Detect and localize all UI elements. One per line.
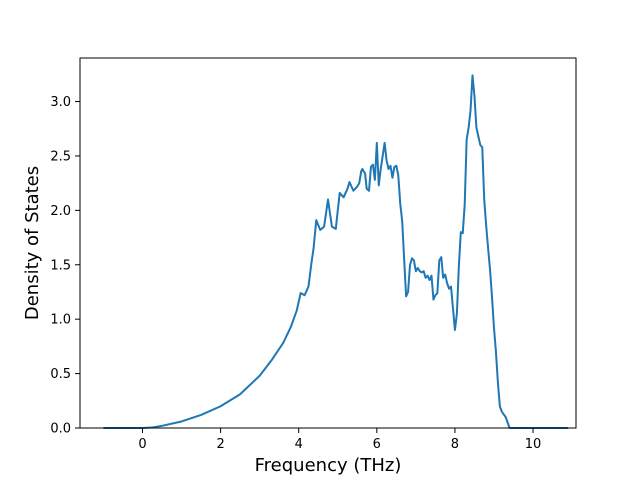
x-tick-label: 2 (216, 437, 224, 452)
y-tick-label: 1.5 (50, 258, 71, 273)
y-tick-label: 3.0 (50, 95, 71, 110)
y-axis-label: Density of States (22, 166, 43, 320)
x-axis-label: Frequency (THz) (255, 455, 402, 476)
y-tick-label: 1.0 (50, 313, 71, 328)
x-tick-label: 6 (373, 437, 381, 452)
x-tick-label: 8 (451, 437, 459, 452)
plot-area (80, 58, 576, 428)
plot-frame (79, 57, 577, 429)
y-tick-label: 2.5 (50, 149, 71, 164)
series-layer (103, 74, 569, 429)
y-axis-ticks: 0.0 0.5 1.0 1.5 2.0 2.5 3.0 (50, 95, 80, 437)
y-tick-label: 0.5 (50, 367, 71, 382)
y-tick-label: 2.0 (50, 204, 71, 219)
y-tick-label: 0.0 (50, 422, 71, 437)
x-tick-label: 0 (138, 437, 146, 452)
x-tick-label: 4 (295, 437, 303, 452)
x-tick-label: 10 (525, 437, 542, 452)
x-axis-ticks: 0 2 4 6 8 10 (138, 428, 541, 452)
series-line-0 (103, 74, 569, 429)
